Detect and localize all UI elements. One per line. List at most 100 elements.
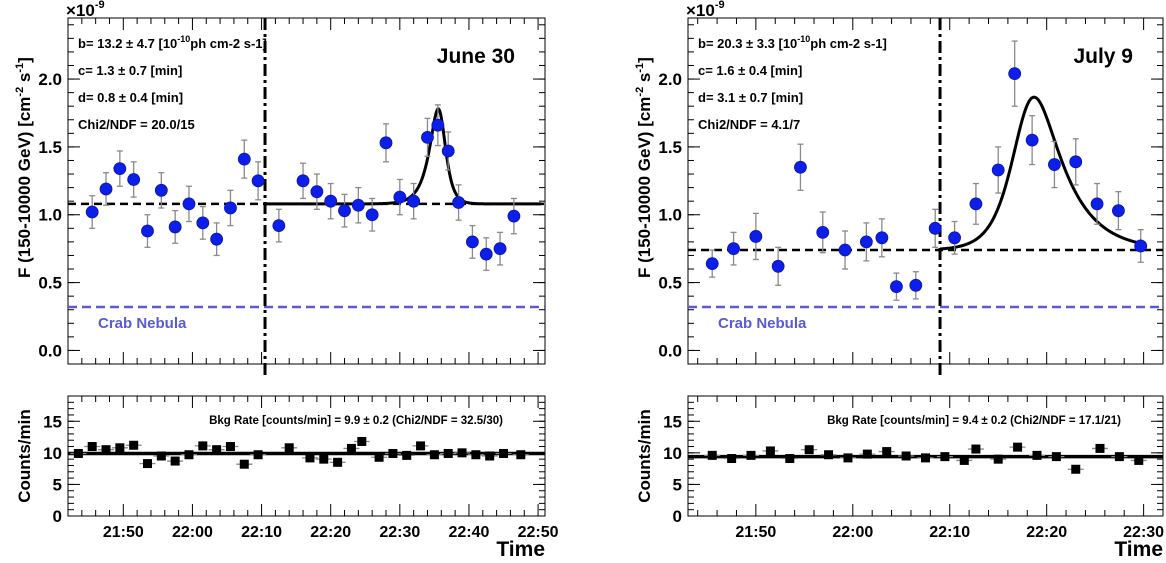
bkg-point-marker: [499, 448, 509, 458]
flux-point: [154, 172, 168, 209]
bkg-point-marker: [1051, 452, 1061, 462]
flux-point: [296, 162, 310, 200]
bkg-point: [398, 450, 415, 460]
bkg-point-marker: [485, 451, 495, 461]
flux-point: [479, 237, 493, 272]
y-tick-label: 1.0: [658, 206, 682, 225]
bkg-point: [967, 444, 984, 454]
x-axis-label: Time: [496, 538, 545, 558]
flux-point: [838, 230, 852, 270]
plot-frame: [67, 17, 546, 365]
flux-point: [507, 197, 521, 235]
panel-flux-0: 0.0 0.5 1.0 1.5 2.0 ×10-9 F (150-10000 GeV) [c…: [14, 0, 546, 376]
bkg-point: [1130, 455, 1147, 465]
bkg-point-marker: [746, 450, 756, 460]
bkg-point-marker: [143, 459, 152, 469]
bkg-point-marker: [129, 440, 139, 450]
flux-point: [875, 218, 889, 258]
bkg-point: [936, 452, 953, 462]
x-tick-label: 22:50: [518, 524, 559, 541]
flux-point: [141, 214, 154, 248]
bkg-point: [194, 441, 211, 451]
flux-point: [816, 211, 830, 254]
bkg-point: [281, 443, 298, 453]
flux-point: [338, 193, 351, 228]
bkg-point-marker: [882, 447, 892, 457]
bkg-point: [167, 456, 184, 466]
fit-param-text: d= 0.8 ± 0.4 [min]: [78, 90, 183, 105]
flux-point: [379, 123, 393, 163]
bkg-point-marker: [374, 452, 384, 462]
x-tick-label: 22:30: [1123, 524, 1164, 541]
y-tick-label: 0: [673, 507, 682, 526]
x-axis-label: Time: [1114, 538, 1163, 558]
fit-param-text: c= 1.6 ± 0.4 [min]: [698, 63, 802, 78]
flux-point: [727, 231, 740, 266]
bkg-point-marker: [388, 448, 398, 458]
bkg-point: [353, 436, 370, 446]
y-tick-label: 1.0: [38, 206, 62, 225]
x-tick-label: 22:10: [929, 524, 970, 541]
bkg-point-marker: [429, 450, 439, 460]
bkg-point-marker: [333, 457, 343, 467]
bkg-point: [990, 454, 1007, 464]
bkg-point: [1048, 452, 1065, 462]
bkg-point-marker: [1013, 442, 1023, 452]
flare-fit-curve: [939, 95, 1144, 251]
y-tick-label: 2.0: [38, 70, 62, 89]
y-exponent-value: -9: [95, 0, 105, 11]
bkg-point-marker: [921, 453, 930, 463]
bkg-point: [762, 446, 779, 456]
plot-frame: [687, 17, 1164, 365]
bkg-point-marker: [959, 455, 969, 465]
y-exponent-label: ×10-9: [686, 0, 725, 20]
bkg-point-marker: [198, 441, 208, 451]
x-tick-label: 22:10: [241, 524, 282, 541]
bkg-rate-annotation: Bkg Rate [counts/min] = 9.9 ± 0.2 (Chi2/…: [209, 415, 503, 427]
bkg-point-marker: [471, 450, 481, 460]
x-tick-label: 22:00: [172, 524, 213, 541]
bkg-point: [1111, 452, 1128, 462]
bkg-point: [426, 450, 443, 460]
flux-point: [948, 220, 961, 255]
flare-fit-curve: [265, 107, 542, 206]
flux-point: [1134, 229, 1148, 263]
panel-bkg-1: 0 5 10 15 Counts/min Bkg Rate [counts/min] = …: [15, 395, 559, 561]
flux-point: [928, 208, 942, 248]
flux-point: [1025, 115, 1039, 166]
bkg-point: [315, 454, 332, 464]
bkg-point-marker: [87, 442, 97, 452]
bkg-point-marker: [971, 444, 981, 454]
bkg-point-marker: [940, 452, 950, 462]
crab-nebula-label: Crab Nebula: [98, 315, 187, 332]
bkg-point-marker: [727, 454, 737, 464]
bkg-point: [384, 448, 401, 458]
y-tick-label: 1.5: [38, 138, 62, 157]
bkg-point: [512, 450, 529, 460]
fit-param-text: d= 3.1 ± 0.7 [min]: [698, 90, 803, 105]
bkg-point: [371, 452, 388, 462]
panel-flux-2: 0.0 0.5 1.0 1.5 2.0 ×10-9 F (150-10000 GeV) [c…: [634, 0, 1164, 376]
bkg-point: [236, 459, 253, 469]
y-axis-label-counts: Counts/min: [15, 409, 34, 503]
y-tick-label: 15: [43, 412, 62, 431]
flux-point: [705, 249, 719, 278]
flux-point: [1069, 138, 1083, 186]
y-tick-label: 0.5: [38, 274, 62, 293]
bkg-point: [743, 450, 760, 460]
flux-point: [890, 272, 903, 301]
bkg-point: [1067, 464, 1084, 474]
bkg-point: [839, 453, 856, 463]
bkg-point: [898, 451, 915, 461]
bkg-point: [111, 443, 128, 453]
bkg-point-marker: [402, 450, 412, 460]
y-tick-label: 10: [43, 444, 62, 463]
flux-point: [441, 131, 455, 171]
bkg-point: [1091, 443, 1108, 453]
bkg-point: [208, 445, 225, 455]
flux-point: [466, 224, 479, 259]
bkg-point: [139, 459, 156, 469]
flux-point: [493, 231, 507, 266]
bkg-point: [70, 448, 87, 458]
flux-point: [85, 195, 99, 229]
